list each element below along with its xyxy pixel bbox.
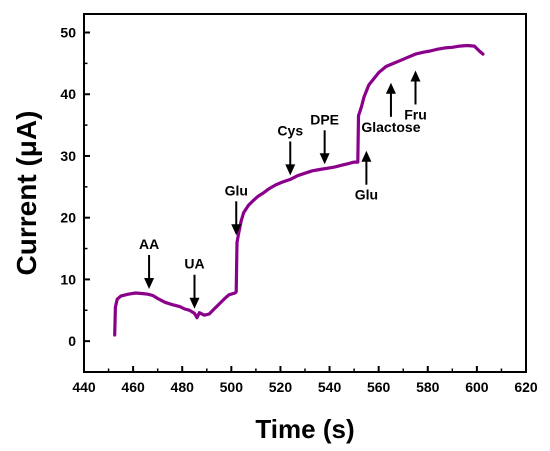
annotation-dpe: DPE [310,111,339,165]
arrow-down-icon [144,277,155,289]
x-tick-label: 480 [171,379,195,395]
x-tick-label: 620 [514,379,538,395]
x-tick-label: 500 [220,379,244,395]
annotation-glactose: Glactose [361,82,421,135]
arrow-up-icon [385,82,396,94]
y-axis-title: Current (μA) [11,111,42,276]
arrow-down-icon [189,297,200,309]
x-tick-label: 520 [269,379,293,395]
annotation-fru: Fru [404,70,427,122]
series-line [113,43,485,337]
annotation-label: Fru [404,106,427,122]
x-tick-label: 580 [416,379,440,395]
x-tick-label: 440 [72,379,96,395]
arrow-down-icon [231,224,242,236]
arrow-down-icon [319,153,330,165]
y-tick-label: 40 [60,86,76,102]
arrow-up-icon [361,150,372,162]
annotation-label: AA [139,236,159,252]
annotation-aa: AA [139,236,159,289]
arrow-up-icon [410,70,421,82]
x-axis-title: Time (s) [255,414,354,444]
x-tick-label: 460 [121,379,145,395]
annotation-label: Cys [277,122,303,138]
y-tick-label: 10 [60,271,76,287]
annotation-label: Glu [225,182,248,198]
annotation-ua: UA [184,256,205,309]
annotation-glu: Glu [355,150,378,203]
y-tick-label: 30 [60,148,76,164]
annotation-glu: Glu [225,182,248,236]
annotation-label: DPE [310,111,339,127]
ticks-layer: 440 460 480 500 520 540 560 580 600 620 0 10 20 30 40 5… [60,25,537,395]
x-tick-label: 540 [318,379,342,395]
annotation-label: Glu [355,187,378,203]
plot-frame [83,13,527,373]
arrow-down-icon [285,164,296,176]
y-tick-label: 20 [60,210,76,226]
annotation-cys: Cys [277,122,303,176]
x-tick-label: 600 [465,379,489,395]
x-tick-label: 560 [367,379,391,395]
annotation-label: Glactose [361,119,420,135]
y-tick-label: 0 [68,333,76,349]
y-tick-label: 50 [60,25,76,41]
annotation-label: UA [184,256,204,272]
